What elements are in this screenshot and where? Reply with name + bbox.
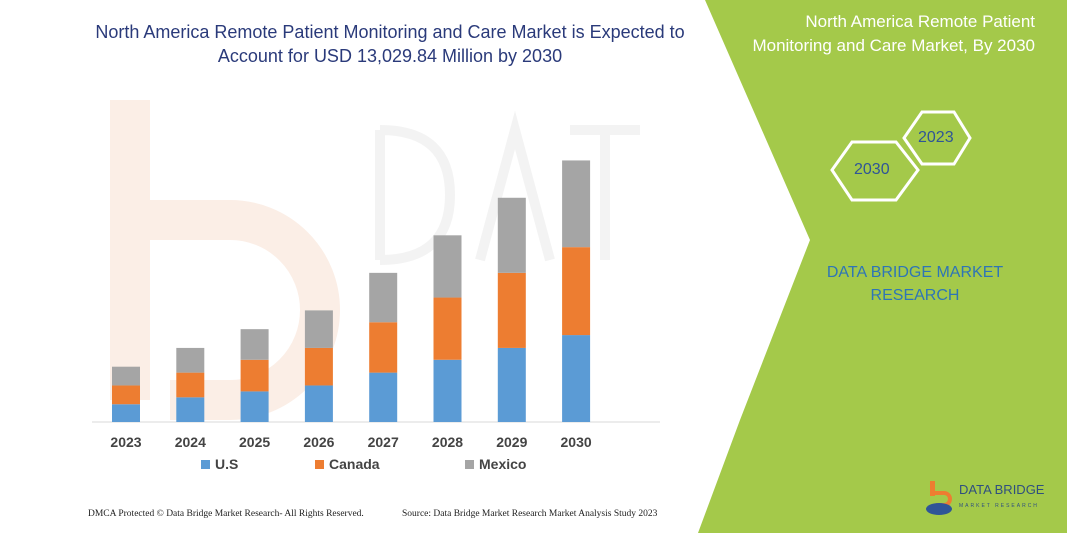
legend-label-canada: Canada bbox=[329, 456, 380, 472]
bar-mexico-2023 bbox=[112, 366, 140, 386]
bar-us-2025 bbox=[240, 391, 269, 422]
stacked-bar-chart: 2023 2024 2025 2026 2027 2028 2029 2030 bbox=[92, 160, 660, 450]
legend-swatch-us bbox=[201, 460, 210, 469]
bar-canada-2030 bbox=[562, 247, 591, 336]
x-tick-label: 2026 bbox=[303, 434, 334, 450]
hex-label-2023: 2023 bbox=[918, 129, 954, 146]
bar-us-2030 bbox=[562, 335, 591, 422]
green-panel bbox=[698, 0, 1067, 533]
bar-us-2024 bbox=[176, 397, 205, 422]
bar-mexico-2026 bbox=[304, 310, 333, 348]
bar-canada-2025 bbox=[240, 359, 269, 392]
footer-copyright: DMCA Protected © Data Bridge Market Rese… bbox=[88, 509, 364, 519]
bar-us-2029 bbox=[497, 347, 526, 422]
logo-name: DATA BRIDGE bbox=[959, 482, 1045, 497]
bar-mexico-2025 bbox=[240, 329, 269, 360]
hexagon-2030 bbox=[830, 140, 920, 202]
legend-canada: Canada bbox=[315, 456, 380, 472]
legend-swatch-mexico bbox=[465, 460, 474, 469]
x-tick-label: 2025 bbox=[239, 434, 270, 450]
bar-canada-2024 bbox=[176, 372, 205, 398]
legend-label-us: U.S bbox=[215, 456, 239, 472]
legend-us: U.S bbox=[201, 456, 238, 472]
bar-us-2027 bbox=[369, 372, 398, 422]
legend-swatch-canada bbox=[315, 460, 324, 469]
hexagon-2023 bbox=[902, 110, 972, 166]
x-tick-label: 2030 bbox=[561, 434, 592, 450]
bar-canada-2028 bbox=[433, 297, 462, 360]
bar-canada-2027 bbox=[369, 322, 398, 373]
bar-us-2028 bbox=[433, 359, 462, 422]
legend-label-mexico: Mexico bbox=[479, 456, 527, 472]
hex-label-2030: 2030 bbox=[854, 161, 890, 178]
legend-mexico: Mexico bbox=[465, 456, 526, 472]
x-tick-label: 2027 bbox=[368, 434, 399, 450]
logo-icon bbox=[926, 481, 952, 515]
bar-canada-2029 bbox=[497, 272, 526, 348]
bar-mexico-2027 bbox=[369, 272, 398, 323]
x-tick-label: 2024 bbox=[175, 434, 206, 450]
bar-canada-2023 bbox=[112, 385, 140, 405]
x-tick-label: 2028 bbox=[432, 434, 463, 450]
bar-mexico-2030 bbox=[562, 160, 591, 248]
bar-mexico-2029 bbox=[497, 197, 526, 273]
brand-text: DATA BRIDGE MARKET RESEARCH bbox=[826, 264, 1004, 304]
logo-subtitle: MARKET RESEARCH bbox=[959, 503, 1039, 509]
footer-source: Source: Data Bridge Market Research Mark… bbox=[402, 509, 658, 519]
x-tick-label: 2029 bbox=[496, 434, 527, 450]
panel-title: North America Remote Patient Monitoring … bbox=[752, 12, 1035, 55]
bar-mexico-2028 bbox=[433, 235, 462, 298]
bar-us-2023 bbox=[112, 404, 140, 422]
chart-title: North America Remote Patient Monitoring … bbox=[95, 22, 685, 66]
bar-us-2026 bbox=[304, 385, 333, 422]
bar-canada-2026 bbox=[304, 347, 333, 386]
x-tick-label: 2023 bbox=[110, 434, 141, 450]
bar-mexico-2024 bbox=[176, 347, 205, 373]
